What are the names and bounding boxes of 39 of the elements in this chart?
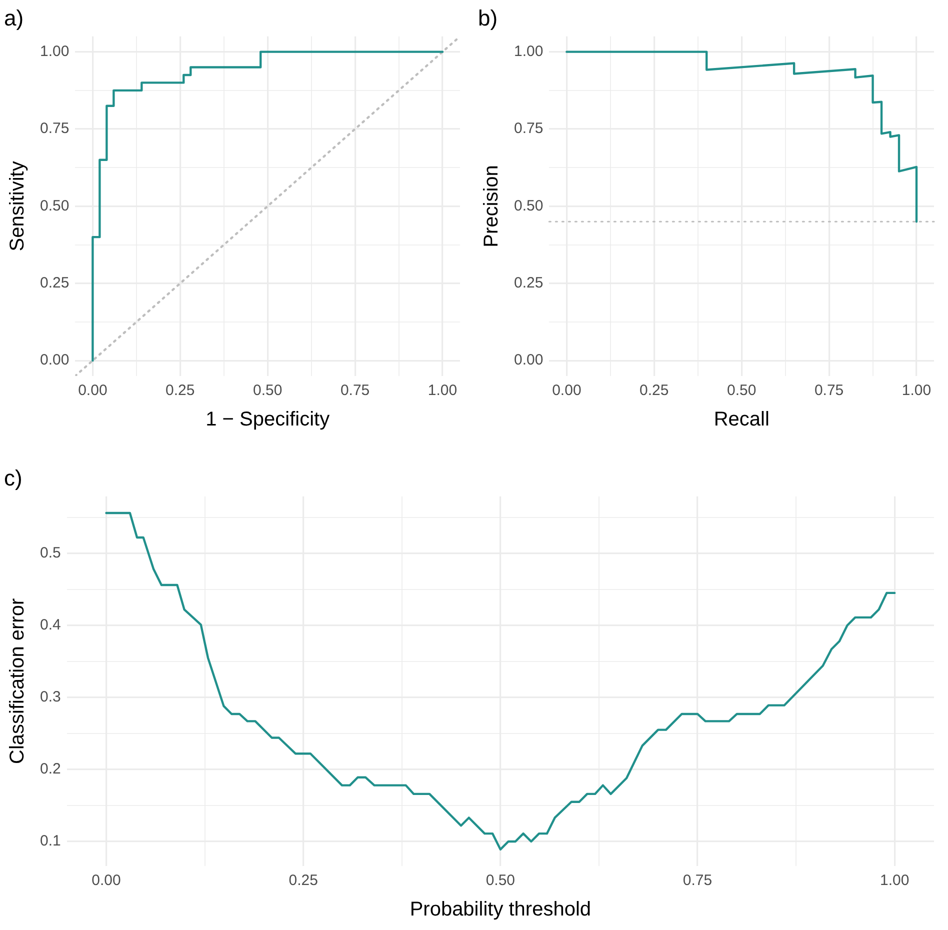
y-axis-title: Precision (480, 165, 503, 248)
chart-title: b) (478, 5, 498, 30)
x-tick-label: 0.75 (682, 872, 712, 890)
y-tick-label: 0.75 (514, 120, 544, 138)
x-tick-label: 0.50 (252, 382, 282, 400)
y-tick-label: 0.3 (40, 688, 61, 706)
y-tick-label: 0.5 (40, 544, 61, 562)
chart-title: c) (4, 465, 22, 490)
y-tick-label: 0.50 (40, 197, 70, 214)
x-tick-label: 0.50 (486, 872, 516, 890)
x-tick-label: 0.00 (552, 382, 582, 400)
chart-title: a) (4, 5, 24, 30)
y-tick-label: 0.25 (514, 274, 544, 292)
y-tick-label: 0.00 (514, 352, 544, 369)
y-tick-label: 0.1 (40, 832, 61, 850)
x-tick-label: 0.00 (92, 872, 121, 890)
y-tick-label: 0.2 (40, 760, 61, 778)
x-tick-label: 1.00 (428, 382, 458, 400)
x-tick-label: 1.00 (880, 872, 910, 890)
y-tick-label: 1.00 (514, 42, 544, 60)
x-tick-label: 0.00 (78, 382, 108, 400)
x-axis-title: 1 − Specificity (206, 408, 330, 431)
y-tick-label: 0.50 (514, 197, 544, 214)
y-axis-title: Sensitivity (6, 161, 29, 252)
y-tick-label: 0.00 (40, 352, 70, 369)
y-tick-label: 0.25 (40, 274, 70, 292)
x-tick-label: 0.75 (340, 382, 370, 400)
x-axis-title: Probability threshold (410, 898, 592, 921)
y-tick-label: 1.00 (40, 42, 70, 60)
y-tick-label: 0.75 (40, 120, 70, 138)
x-axis-title: Recall (714, 408, 770, 431)
y-axis-title: Classification error (6, 598, 29, 764)
x-tick-label: 0.50 (726, 382, 756, 400)
y-tick-label: 0.4 (40, 616, 61, 634)
x-tick-label: 1.00 (902, 382, 932, 400)
x-tick-label: 0.75 (814, 382, 844, 400)
x-tick-label: 0.25 (288, 872, 318, 890)
x-tick-label: 0.25 (166, 382, 195, 400)
x-tick-label: 0.25 (640, 382, 669, 400)
